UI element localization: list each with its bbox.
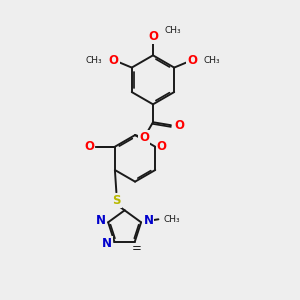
Text: O: O — [187, 54, 197, 67]
Text: CH₃: CH₃ — [164, 215, 180, 224]
Text: O: O — [157, 140, 167, 153]
Text: O: O — [139, 131, 149, 144]
Text: CH₃: CH₃ — [203, 56, 220, 64]
Text: =: = — [131, 242, 141, 255]
Text: CH₃: CH₃ — [86, 56, 103, 64]
Text: S: S — [112, 194, 121, 207]
Text: O: O — [148, 30, 158, 43]
Text: N: N — [102, 237, 112, 250]
Text: O: O — [84, 140, 94, 153]
Text: N: N — [96, 214, 106, 227]
Text: O: O — [109, 54, 119, 67]
Text: N: N — [144, 214, 154, 227]
Text: O: O — [174, 119, 184, 132]
Text: CH₃: CH₃ — [164, 26, 181, 35]
